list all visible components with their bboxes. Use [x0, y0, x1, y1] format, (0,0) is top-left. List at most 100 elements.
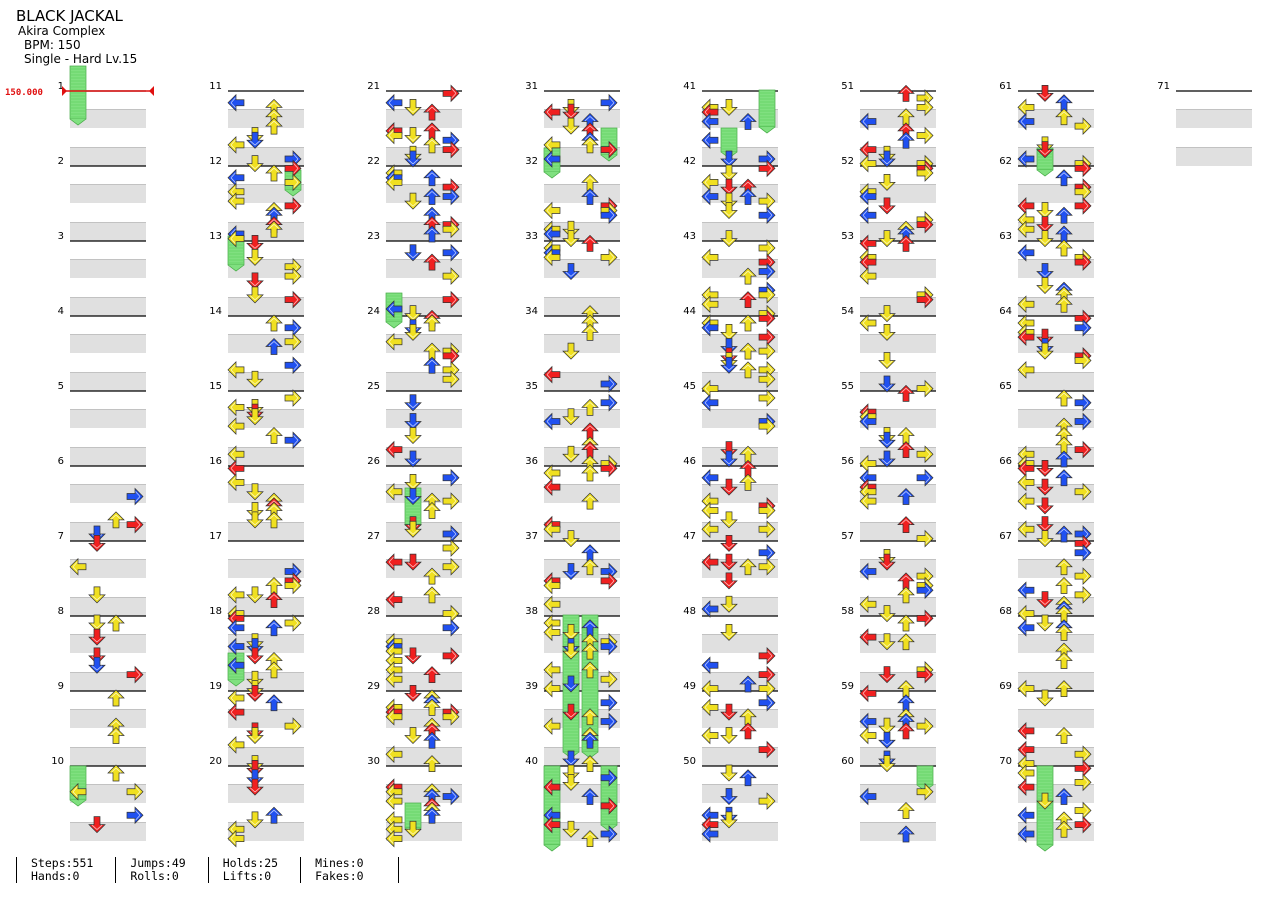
measure-number: 17	[209, 531, 222, 542]
left-arrow-icon	[385, 93, 403, 112]
beat-band	[860, 334, 936, 353]
measure-number: 45	[683, 381, 696, 392]
left-arrow-icon	[543, 778, 561, 796]
measure-number: 66	[999, 456, 1012, 467]
left-arrow-icon	[543, 412, 561, 431]
right-arrow-icon	[758, 159, 776, 178]
right-arrow-icon	[600, 768, 618, 787]
left-arrow-icon	[385, 829, 403, 848]
beat-band	[544, 409, 620, 428]
down-arrow-icon	[878, 230, 896, 248]
up-arrow-icon	[581, 464, 599, 482]
arrows	[69, 84, 1092, 848]
measure-number: 27	[367, 531, 380, 542]
right-arrow-icon	[126, 806, 144, 825]
measure-number: 30	[367, 756, 380, 767]
stats-footer: Steps:551 Hands:0 Jumps:49 Rolls:0 Holds…	[16, 857, 399, 883]
left-arrow-icon	[69, 782, 87, 801]
right-arrow-icon	[916, 782, 934, 801]
beat-band	[70, 709, 146, 728]
down-arrow-icon	[246, 131, 264, 149]
right-arrow-icon	[284, 431, 302, 450]
left-arrow-icon	[543, 623, 561, 642]
beat-band	[228, 784, 304, 803]
measure-number: 1	[58, 81, 64, 92]
right-arrow-icon	[284, 717, 302, 736]
right-arrow-icon	[916, 468, 934, 487]
down-arrow-icon	[720, 553, 738, 571]
down-arrow-icon	[562, 642, 580, 660]
down-arrow-icon	[562, 530, 580, 548]
left-arrow-icon	[227, 473, 245, 492]
right-arrow-icon	[916, 445, 934, 464]
down-arrow-icon	[404, 413, 422, 430]
measure-number: 9	[58, 681, 64, 692]
up-arrow-icon	[1055, 469, 1073, 487]
down-arrow-icon	[562, 563, 580, 580]
beat-band	[860, 259, 936, 278]
up-arrow-icon	[897, 516, 915, 533]
up-arrow-icon	[423, 502, 441, 519]
left-arrow-icon	[385, 440, 403, 459]
left-arrow-icon	[385, 332, 403, 351]
left-arrow-icon	[385, 553, 403, 571]
stats-col-4: Mines:0 Fakes:0	[300, 857, 399, 883]
up-arrow-icon	[897, 84, 915, 102]
right-arrow-icon	[442, 140, 460, 159]
right-arrow-icon	[126, 487, 144, 506]
down-arrow-icon	[88, 816, 106, 834]
up-arrow-icon	[897, 614, 915, 632]
left-arrow-icon	[543, 717, 561, 736]
down-arrow-icon	[246, 249, 264, 266]
beat-band	[544, 522, 620, 541]
down-arrow-icon	[878, 431, 896, 449]
down-arrow-icon	[246, 483, 264, 501]
right-arrow-icon	[600, 670, 618, 689]
down-arrow-icon	[246, 370, 264, 388]
down-arrow-icon	[878, 197, 896, 215]
down-arrow-icon	[878, 375, 896, 393]
measure-number: 64	[999, 306, 1012, 317]
down-arrow-icon	[720, 703, 738, 721]
down-arrow-icon	[562, 342, 580, 360]
down-arrow-icon	[878, 731, 896, 749]
measure-number: 44	[683, 306, 696, 317]
down-arrow-icon	[404, 99, 422, 116]
right-arrow-icon	[442, 787, 460, 806]
left-arrow-icon	[701, 112, 719, 131]
up-arrow-icon	[1055, 206, 1073, 224]
left-arrow-icon	[701, 825, 719, 843]
down-arrow-icon	[720, 811, 738, 829]
beat-band	[70, 259, 146, 278]
right-arrow-icon	[442, 468, 460, 487]
beat-band	[70, 184, 146, 203]
left-arrow-icon	[859, 206, 877, 225]
down-arrow-icon	[720, 150, 738, 168]
right-arrow-icon	[600, 571, 618, 590]
up-arrow-icon	[581, 492, 599, 510]
up-arrow-icon	[1055, 558, 1073, 576]
measure-number: 47	[683, 531, 696, 542]
right-arrow-icon	[916, 609, 934, 628]
beat-band	[860, 409, 936, 428]
up-arrow-icon	[739, 361, 757, 379]
down-arrow-icon	[246, 234, 264, 252]
right-arrow-icon	[442, 220, 460, 239]
song-header: BLACK JACKAL Akira Complex BPM: 150 Sing…	[16, 7, 137, 67]
down-arrow-icon	[878, 324, 896, 341]
beat-band	[702, 597, 778, 616]
measure-number: 35	[525, 381, 538, 392]
left-arrow-icon	[701, 600, 719, 618]
down-arrow-icon	[878, 755, 896, 773]
measure-number: 38	[525, 606, 538, 617]
left-arrow-icon	[543, 520, 561, 539]
right-arrow-icon	[758, 792, 776, 811]
left-arrow-icon	[227, 736, 245, 754]
beat-band	[702, 484, 778, 503]
right-arrow-icon	[916, 164, 934, 182]
left-arrow-icon	[1017, 806, 1035, 825]
right-arrow-icon	[1074, 440, 1092, 459]
left-arrow-icon	[385, 590, 403, 609]
down-arrow-icon	[1036, 614, 1054, 632]
right-arrow-icon	[916, 215, 934, 234]
